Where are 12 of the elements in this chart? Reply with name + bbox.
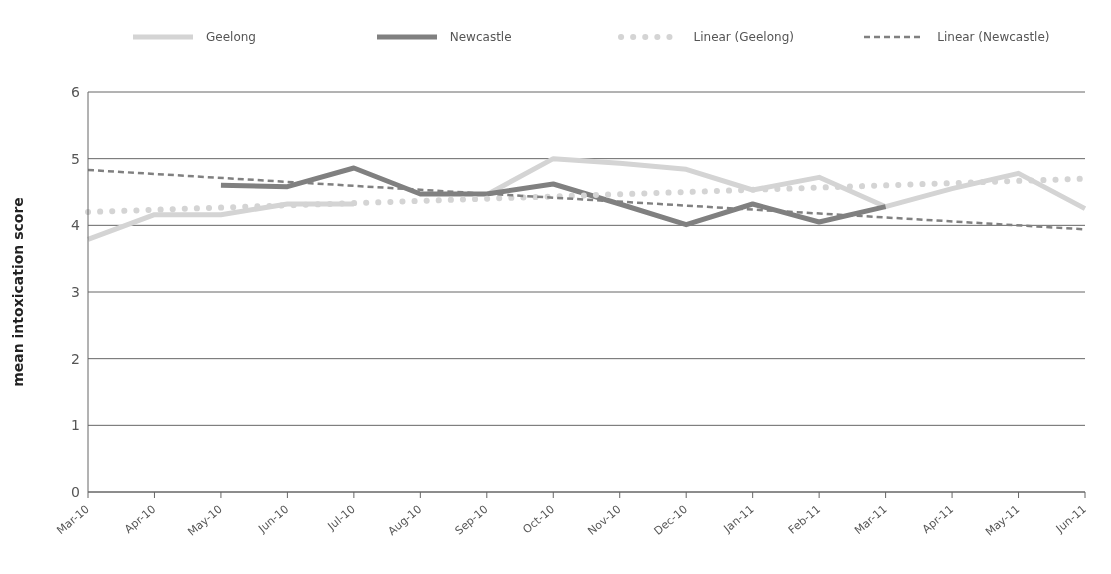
legend-label: Newcastle [449, 30, 512, 44]
y-tick-label: 2 [71, 350, 80, 367]
y-tick-label: 1 [71, 417, 80, 434]
y-axis-title: mean intoxication score [9, 197, 26, 387]
legend-label: Linear (Newcastle) [937, 30, 1050, 44]
legend-label: Geelong [206, 30, 256, 44]
y-tick-label: 6 [71, 83, 81, 100]
y-tick-label: 5 [71, 150, 80, 167]
legend-label: Linear (Geelong) [693, 30, 794, 44]
y-tick-label: 3 [71, 283, 80, 300]
y-tick-label: 0 [71, 483, 80, 500]
y-tick-label: 4 [71, 217, 81, 234]
